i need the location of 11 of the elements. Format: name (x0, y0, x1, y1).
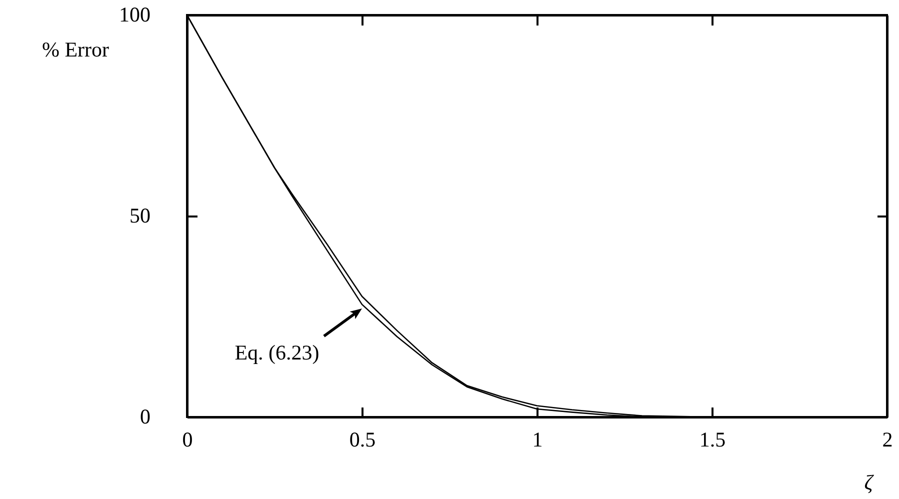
y-tick-label: 50 (130, 204, 150, 228)
y-axis-title: % Error (42, 38, 110, 62)
x-tick-label: 2 (882, 428, 893, 452)
x-axis-title: ζ (864, 470, 874, 494)
x-tick-label: 1.5 (699, 428, 726, 452)
annotation: Eq. (6.23) (234, 340, 320, 364)
x-tick-label: 0 (182, 428, 193, 452)
x-tick-label: 1 (532, 428, 543, 452)
y-tick-label: 0 (140, 404, 150, 428)
y-tick-label: 100 (119, 2, 150, 26)
x-tick-label: 0.5 (349, 428, 376, 452)
